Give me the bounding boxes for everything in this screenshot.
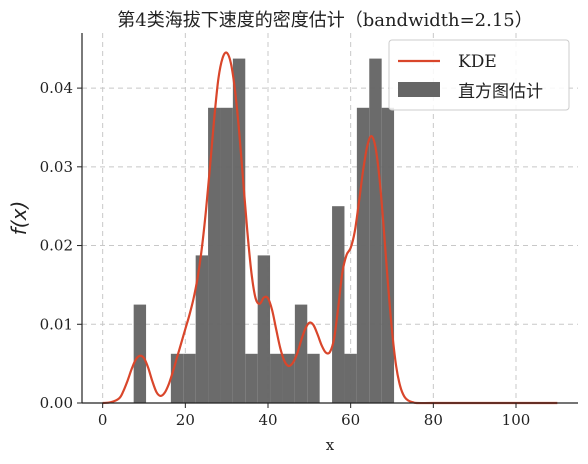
histogram-bar-5: [220, 107, 233, 403]
histogram-bar-12: [307, 353, 320, 403]
histogram-bar-14: [344, 353, 357, 403]
histogram-bar-15: [356, 107, 370, 403]
x-tick-label-1: 20: [176, 411, 195, 429]
kde-line: [102, 51, 558, 405]
histogram-bar-8: [257, 255, 271, 403]
histogram-bar-3: [195, 255, 209, 403]
legend-kde-label: KDE: [458, 52, 497, 72]
legend: KDE 直方图估计: [388, 39, 570, 111]
x-tick-label-2: 40: [258, 411, 277, 429]
x-axis-ticks: 0 20 40 60 80 100: [98, 403, 530, 429]
legend-histogram-label: 直方图估计: [458, 82, 543, 102]
x-axis-label: x: [326, 436, 335, 454]
histogram-bar-0: [133, 304, 147, 403]
histogram-bar-7: [245, 353, 258, 403]
y-tick-label-1: 0.01: [40, 315, 73, 333]
y-axis-label: f(x): [7, 201, 31, 235]
y-tick-label-2: 0.02: [40, 237, 73, 255]
y-axis-ticks: 0.00 0.01 0.02 0.03 0.04: [40, 79, 82, 412]
y-tick-label-4: 0.04: [40, 79, 73, 97]
histogram-bar-4: [208, 107, 221, 403]
y-tick-label-0: 0.00: [40, 394, 73, 412]
histogram-bar-17: [381, 107, 395, 403]
x-tick-label-0: 0: [98, 411, 108, 429]
histogram-bar-10: [282, 353, 295, 403]
grid-lines: [82, 33, 578, 403]
legend-histogram-swatch: [398, 82, 440, 97]
x-tick-label-5: 100: [502, 411, 531, 429]
histogram-bar-6: [232, 58, 246, 403]
histogram-bar-16: [369, 58, 382, 403]
x-tick-label-3: 60: [341, 411, 360, 429]
histogram-bar-9: [270, 353, 283, 403]
histogram-bar-2: [183, 353, 196, 403]
histogram-bars: [133, 58, 395, 403]
axes: [81, 33, 578, 404]
y-tick-label-3: 0.03: [40, 158, 73, 176]
x-tick-label-4: 80: [424, 411, 443, 429]
chart-title: 第4类海拔下速度的密度估计（bandwidth=2.15）: [117, 10, 533, 31]
